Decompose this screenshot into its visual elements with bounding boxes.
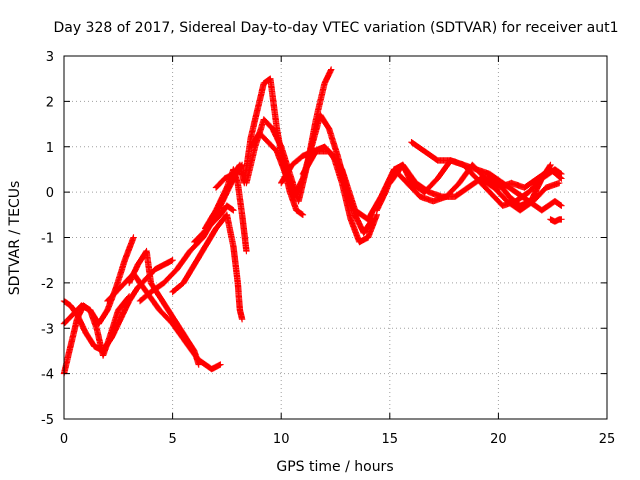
grid-lines — [64, 56, 607, 419]
data-point-markers — [484, 161, 554, 209]
y-tick-label: 3 — [46, 50, 54, 65]
x-tick-label: 10 — [273, 432, 290, 447]
x-tick-label: 20 — [490, 432, 507, 447]
y-tick-label: -2 — [41, 277, 54, 292]
y-tick-label: 0 — [46, 186, 54, 201]
y-axis-label: SDTVAR / TECUs — [7, 181, 23, 296]
y-tick-label: -1 — [41, 232, 54, 247]
data-points — [60, 66, 565, 377]
x-tick-label: 0 — [60, 432, 68, 447]
series-track-r — [484, 161, 554, 209]
x-tick-label: 25 — [599, 432, 616, 447]
x-tick-label: 15 — [382, 432, 399, 447]
x-tick-label: 5 — [168, 432, 176, 447]
y-tick-label: -5 — [41, 413, 54, 428]
axis-ticks: 0 5 10 15 20 25 -5 -4 -3 -2 -1 0 1 2 3 — [41, 50, 615, 447]
chart-title: Day 328 of 2017, Sidereal Day-to-day VTE… — [53, 20, 618, 36]
y-tick-label: 2 — [46, 95, 54, 110]
y-tick-label: -3 — [41, 322, 54, 337]
series-track-p — [386, 161, 563, 214]
y-tick-label: 1 — [46, 141, 54, 156]
x-axis-label: GPS time / hours — [276, 459, 393, 475]
data-point-markers — [169, 211, 246, 323]
y-tick-label: -4 — [41, 368, 54, 383]
series-track-g — [169, 211, 246, 323]
series-track-s — [547, 216, 565, 225]
data-point-markers — [547, 216, 565, 225]
data-point-markers — [386, 161, 563, 214]
